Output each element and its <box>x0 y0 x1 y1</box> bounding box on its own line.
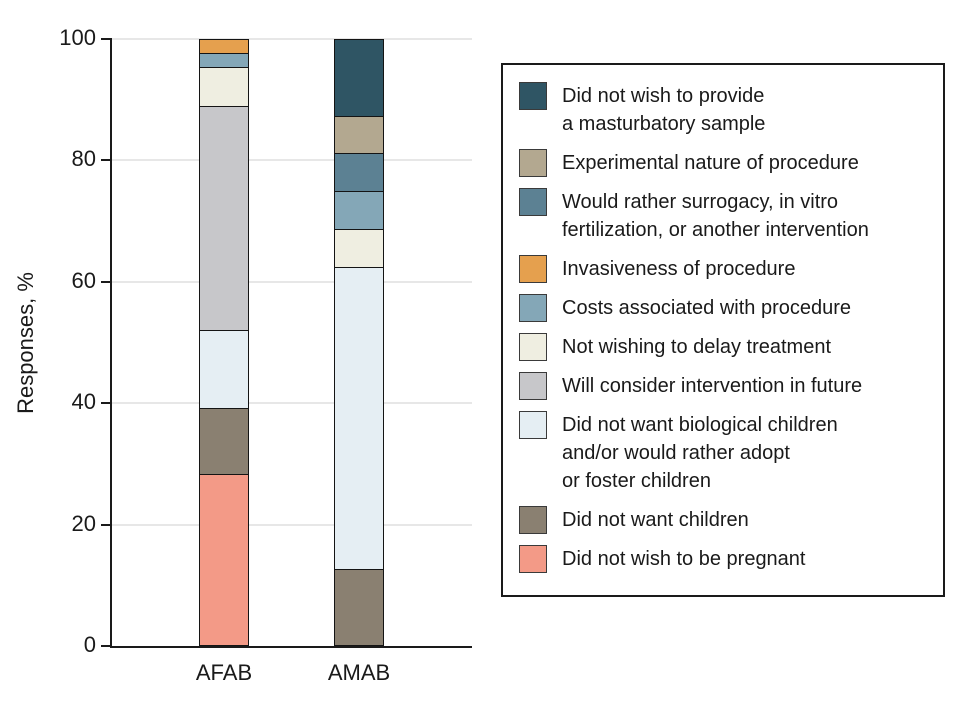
legend-swatch <box>519 372 547 400</box>
legend-item: Experimental nature of procedure <box>519 149 929 177</box>
legend-label-line: Costs associated with procedure <box>562 297 852 319</box>
y-axis-label: Responses, % <box>13 272 38 414</box>
y-tick-label-20: 20 <box>71 510 96 536</box>
y-tick-mark <box>101 523 112 526</box>
legend-swatch <box>519 333 547 361</box>
legend-item: Would rather surrogacy, in vitro fertiliz… <box>519 188 929 244</box>
legend-item: Will consider intervention in future <box>519 372 929 400</box>
gridline-80 <box>112 159 472 162</box>
legend-box: Did not wish to provide a masturbatory sa… <box>501 63 945 597</box>
bar-segment <box>335 153 383 192</box>
legend-swatch <box>519 294 547 322</box>
y-tick-mark <box>101 159 112 162</box>
legend-item: Did not want children <box>519 506 929 534</box>
legend-label-line: Did not want children <box>562 509 749 531</box>
bar-segment <box>200 408 248 474</box>
y-tick-label-0: 0 <box>83 631 96 657</box>
x-tick-label-amab: AMAB <box>327 660 391 685</box>
legend-item: Did not wish to provide a masturbatory sa… <box>519 82 929 138</box>
legend-label: Did not wish to be pregnant <box>562 545 806 573</box>
bar-segment <box>200 105 248 330</box>
legend-swatch <box>519 411 547 439</box>
legend-item: Not wishing to delay treatment <box>519 333 929 361</box>
bar-segment <box>335 229 383 267</box>
legend-label: Did not wish to provide a masturbatory sa… <box>562 82 765 138</box>
legend-swatch <box>519 255 547 283</box>
bar-afab <box>199 39 249 646</box>
y-tick-mark <box>101 402 112 405</box>
legend-label: Experimental nature of procedure <box>562 149 859 177</box>
legend-label-line: a masturbatory sample <box>562 113 766 135</box>
legend-swatch <box>519 506 547 534</box>
y-tick-label-100: 100 <box>59 24 96 50</box>
bar-segment <box>200 329 248 409</box>
gridline-60 <box>112 280 472 283</box>
legend-label-line: Not wishing to delay treatment <box>562 336 832 358</box>
legend-label: Did not want children <box>562 506 749 534</box>
legend-label-line: Invasiveness of procedure <box>562 258 796 280</box>
legend-item: Did not wish to be pregnant <box>519 545 929 573</box>
bar-segment <box>335 266 383 570</box>
bar-segment <box>335 40 383 116</box>
legend-label: Costs associated with procedure <box>562 294 851 322</box>
y-tick-label-80: 80 <box>71 146 96 172</box>
legend-label: Not wishing to delay treatment <box>562 333 831 361</box>
legend-label-line: or foster children <box>562 470 711 492</box>
bar-amab <box>334 39 384 646</box>
legend-label: Will consider intervention in future <box>562 372 862 400</box>
bar-segment <box>200 40 248 54</box>
y-tick-mark <box>101 280 112 283</box>
bar-segment <box>200 66 248 106</box>
legend-swatch <box>519 82 547 110</box>
bar-segment <box>200 53 248 67</box>
gridline-100 <box>112 38 472 40</box>
legend-label-line: Experimental nature of procedure <box>562 152 859 174</box>
legend-label-line: Did not wish to provide <box>562 85 765 107</box>
plot-area: 0 20 40 60 80 100 AFAB AMAB <box>59 26 472 685</box>
y-tick-mark <box>101 38 112 40</box>
bar-segment <box>335 115 383 154</box>
gridline-20 <box>112 523 472 526</box>
legend-label-line: Would rather surrogacy, in vitro <box>562 191 839 213</box>
legend-label-line: fertilization, or another intervention <box>562 219 869 241</box>
legend-label: Invasiveness of procedure <box>562 255 795 283</box>
legend-item: Invasiveness of procedure <box>519 255 929 283</box>
legend-label: Did not want biological children and/or w… <box>562 411 838 495</box>
legend-swatch <box>519 188 547 216</box>
legend-swatch <box>519 545 547 573</box>
legend-swatch <box>519 149 547 177</box>
x-tick-label-afab: AFAB <box>195 660 253 685</box>
legend-label-line: Did not wish to be pregnant <box>562 548 806 570</box>
bar-segment <box>200 473 248 645</box>
legend-label-line: Did not want biological children <box>562 414 838 436</box>
y-tick-label-60: 60 <box>71 267 96 293</box>
y-tick-label-40: 40 <box>71 389 96 415</box>
legend-label: Would rather surrogacy, in vitro fertiliz… <box>562 188 869 244</box>
y-tick-mark <box>101 645 112 647</box>
bar-segment <box>335 191 383 230</box>
gridline-40 <box>112 402 472 405</box>
bar-segment <box>335 569 383 645</box>
legend-item: Costs associated with procedure <box>519 294 929 322</box>
legend-item: Did not want biological children and/or w… <box>519 411 929 495</box>
legend-label-line: and/or would rather adopt <box>562 442 790 464</box>
legend-label-line: Will consider intervention in future <box>562 375 863 397</box>
